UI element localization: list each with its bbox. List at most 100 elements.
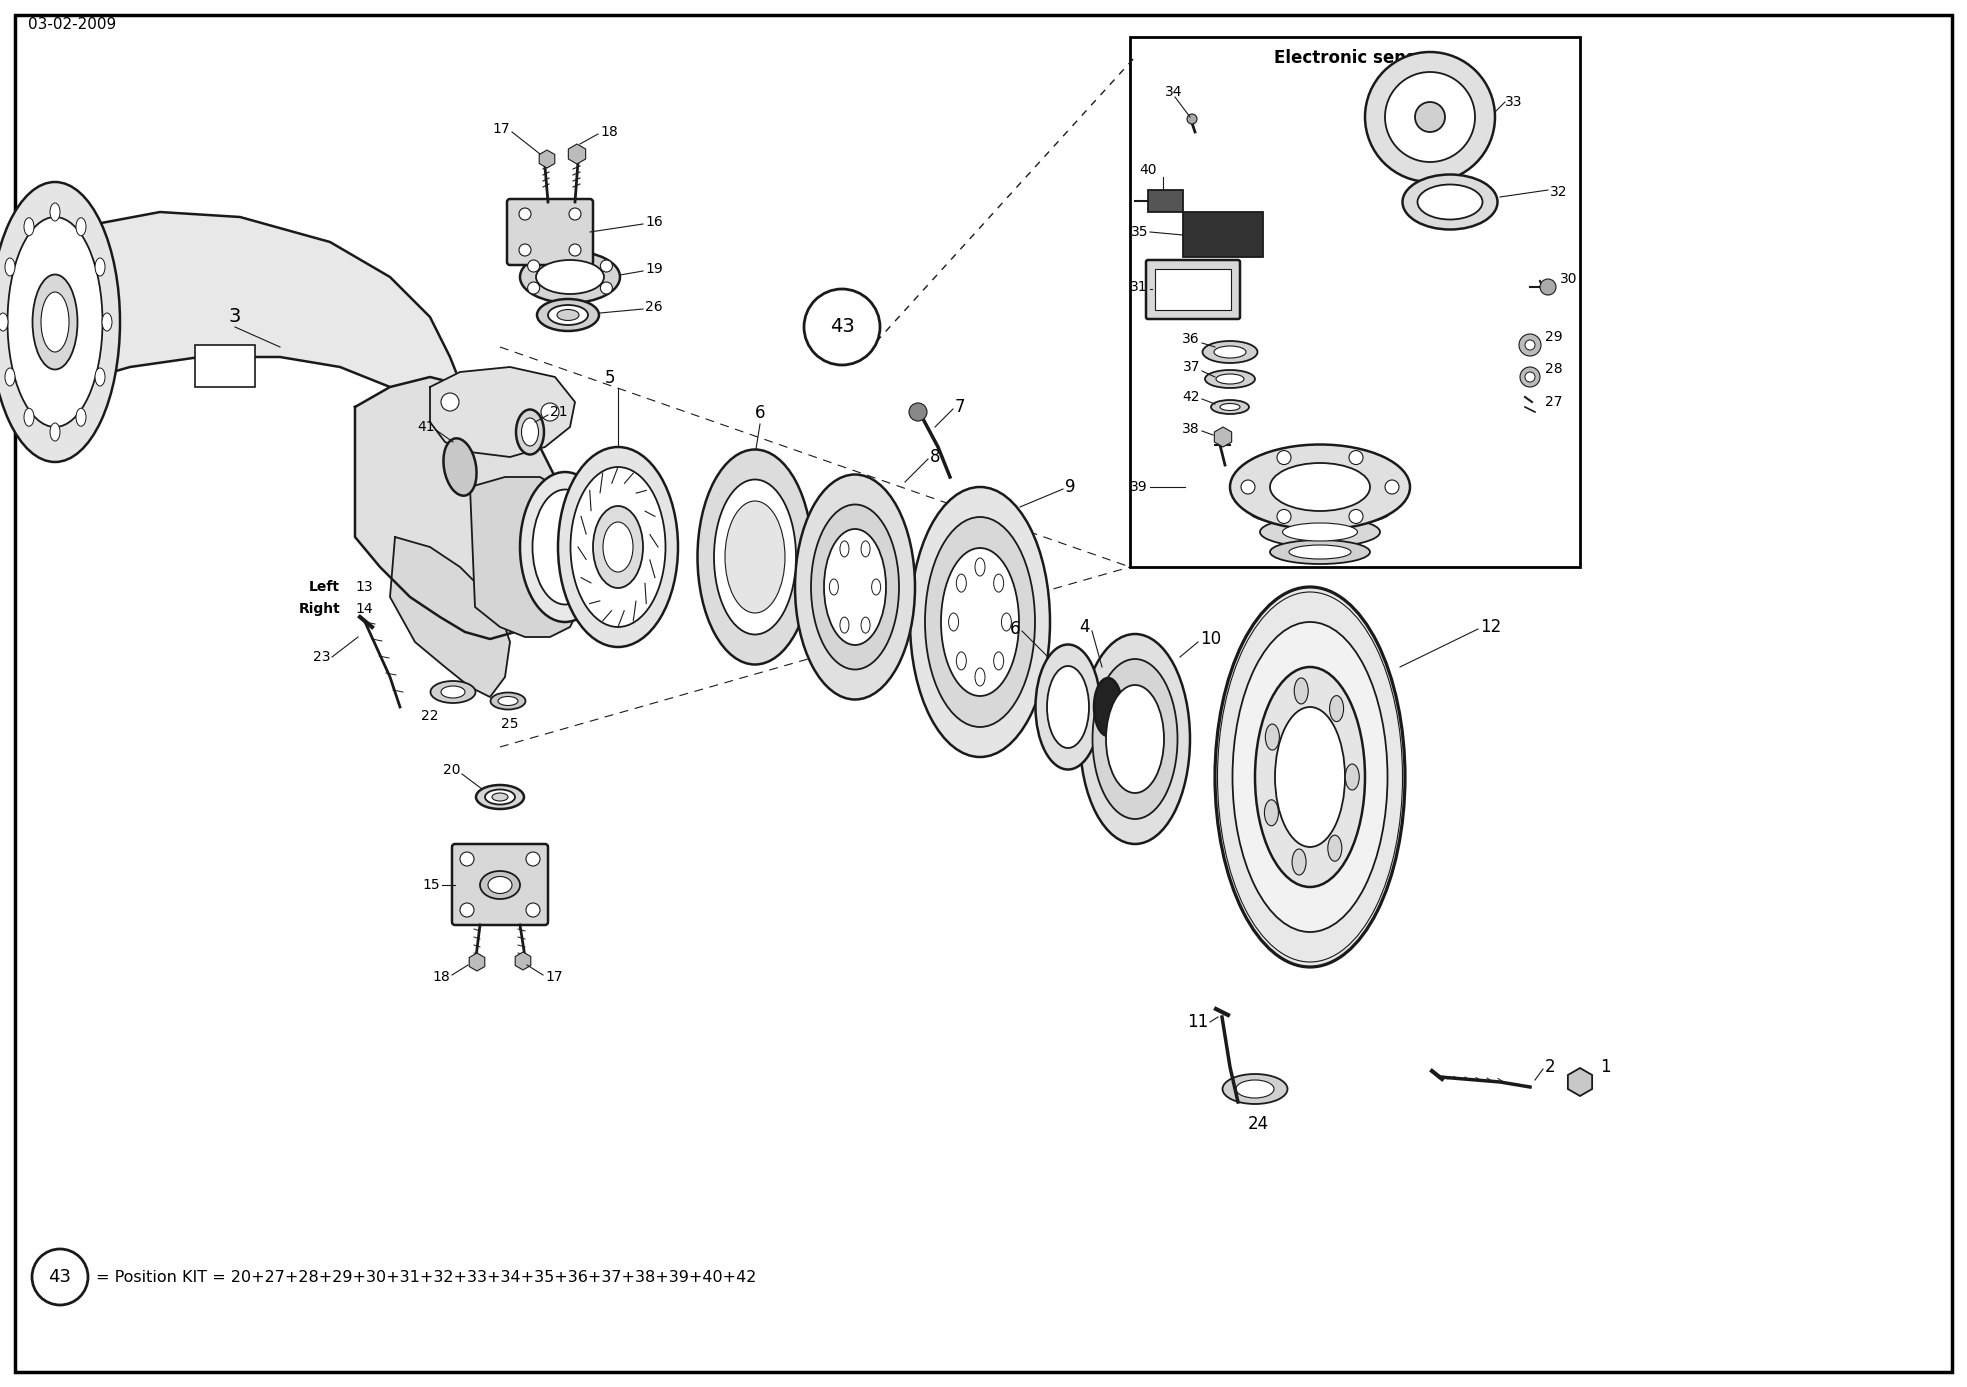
Polygon shape xyxy=(470,477,590,637)
Circle shape xyxy=(1414,103,1446,132)
Ellipse shape xyxy=(726,501,785,613)
Ellipse shape xyxy=(1265,800,1279,825)
Text: 41: 41 xyxy=(417,420,435,434)
Text: 9: 9 xyxy=(1064,479,1076,497)
Ellipse shape xyxy=(77,408,87,426)
Circle shape xyxy=(441,393,458,411)
Circle shape xyxy=(1349,509,1363,523)
Ellipse shape xyxy=(795,474,915,699)
Ellipse shape xyxy=(1271,463,1369,510)
Text: 17: 17 xyxy=(545,970,563,983)
Text: 40: 40 xyxy=(1139,164,1157,178)
Circle shape xyxy=(1519,334,1540,356)
Ellipse shape xyxy=(810,505,899,670)
Ellipse shape xyxy=(559,447,679,646)
Ellipse shape xyxy=(515,409,545,455)
Text: 16: 16 xyxy=(645,215,663,229)
Text: 26: 26 xyxy=(645,300,663,313)
Circle shape xyxy=(525,903,541,917)
Bar xyxy=(1149,190,1182,212)
FancyBboxPatch shape xyxy=(507,198,592,265)
Ellipse shape xyxy=(592,506,643,588)
Ellipse shape xyxy=(948,613,958,631)
Ellipse shape xyxy=(840,617,850,632)
Ellipse shape xyxy=(1345,764,1359,791)
Ellipse shape xyxy=(1261,517,1381,546)
Text: 43: 43 xyxy=(49,1268,71,1286)
Circle shape xyxy=(1385,72,1475,162)
Text: 32: 32 xyxy=(1550,184,1568,198)
Ellipse shape xyxy=(1216,374,1243,384)
Circle shape xyxy=(1186,114,1198,123)
Ellipse shape xyxy=(1275,707,1345,847)
Ellipse shape xyxy=(1080,634,1190,845)
Circle shape xyxy=(1277,509,1290,523)
Circle shape xyxy=(568,208,580,221)
Circle shape xyxy=(460,852,474,865)
Ellipse shape xyxy=(862,541,869,558)
Ellipse shape xyxy=(993,574,1003,592)
Circle shape xyxy=(1349,451,1363,465)
Circle shape xyxy=(1540,279,1556,295)
Text: 23: 23 xyxy=(313,651,330,664)
Ellipse shape xyxy=(519,472,610,621)
Ellipse shape xyxy=(940,548,1019,696)
Ellipse shape xyxy=(1092,659,1178,818)
FancyBboxPatch shape xyxy=(452,845,549,925)
Ellipse shape xyxy=(94,368,104,386)
Text: 7: 7 xyxy=(956,398,966,416)
Ellipse shape xyxy=(840,541,850,558)
Text: 28: 28 xyxy=(1544,362,1562,376)
Text: 15: 15 xyxy=(423,878,441,892)
Ellipse shape xyxy=(1220,404,1239,411)
Ellipse shape xyxy=(24,408,33,426)
Circle shape xyxy=(519,244,531,257)
Text: 27: 27 xyxy=(1544,395,1562,409)
Ellipse shape xyxy=(519,251,620,302)
Text: 30: 30 xyxy=(1560,272,1578,286)
Text: 42: 42 xyxy=(1182,390,1200,404)
Ellipse shape xyxy=(993,652,1003,670)
Circle shape xyxy=(600,282,612,294)
Ellipse shape xyxy=(94,258,104,276)
Ellipse shape xyxy=(431,681,476,703)
Ellipse shape xyxy=(924,517,1035,727)
Ellipse shape xyxy=(871,578,881,595)
Ellipse shape xyxy=(102,313,112,331)
Ellipse shape xyxy=(1212,399,1249,413)
Ellipse shape xyxy=(1235,1080,1275,1099)
Ellipse shape xyxy=(1046,666,1090,748)
Ellipse shape xyxy=(443,438,476,495)
Ellipse shape xyxy=(1216,587,1404,967)
Ellipse shape xyxy=(1255,667,1365,888)
Text: Electronic sensor: Electronic sensor xyxy=(1275,49,1436,67)
Ellipse shape xyxy=(77,218,87,236)
Ellipse shape xyxy=(1229,444,1410,530)
Text: 43: 43 xyxy=(830,318,854,337)
Ellipse shape xyxy=(1292,849,1306,875)
Ellipse shape xyxy=(521,417,539,447)
Text: 18: 18 xyxy=(600,125,618,139)
Circle shape xyxy=(600,259,612,272)
Text: = Position KIT = 20+27+28+29+30+31+32+33+34+35+36+37+38+39+40+42: = Position KIT = 20+27+28+29+30+31+32+33… xyxy=(96,1269,757,1284)
Text: 21: 21 xyxy=(551,405,568,419)
Text: Left: Left xyxy=(309,580,340,594)
Text: 37: 37 xyxy=(1182,361,1200,374)
Circle shape xyxy=(909,404,926,422)
Ellipse shape xyxy=(976,558,985,576)
Polygon shape xyxy=(389,537,509,698)
Ellipse shape xyxy=(1282,523,1357,541)
Circle shape xyxy=(31,1250,89,1305)
Bar xyxy=(1129,37,1580,567)
Ellipse shape xyxy=(698,449,812,664)
Circle shape xyxy=(1241,480,1255,494)
Circle shape xyxy=(805,288,879,365)
Ellipse shape xyxy=(49,423,61,441)
Ellipse shape xyxy=(1035,645,1100,770)
Ellipse shape xyxy=(1094,678,1121,736)
Ellipse shape xyxy=(1271,540,1369,565)
Text: 10: 10 xyxy=(1200,630,1222,648)
Circle shape xyxy=(525,852,541,865)
Ellipse shape xyxy=(49,203,61,221)
Polygon shape xyxy=(20,212,490,508)
